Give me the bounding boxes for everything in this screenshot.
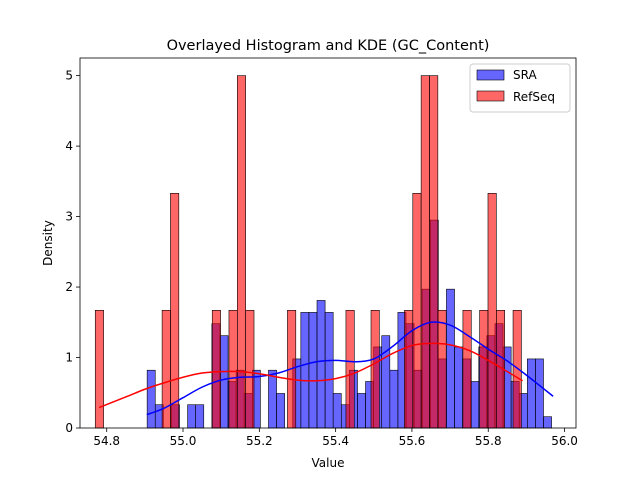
sra-bar (308, 312, 318, 429)
refseq-bar (437, 309, 447, 429)
x-axis-label: Value (312, 456, 345, 470)
refseq-bar (345, 309, 355, 429)
sra-bar (187, 404, 196, 429)
sra-bar (276, 393, 285, 429)
y-axis-ticks: 0 1 2 3 4 5 (65, 69, 80, 435)
x-tick-label: 56.0 (551, 434, 578, 448)
refseq-bar (94, 309, 104, 429)
refseq-bar (420, 75, 430, 429)
x-tick-label: 55.8 (475, 434, 502, 448)
sra-bar (527, 358, 536, 429)
sra-kde-line (146, 321, 554, 416)
refseq-bar (404, 309, 414, 429)
sra-bar (535, 358, 544, 429)
refseq-bar (487, 193, 497, 429)
y-tick-label: 4 (65, 139, 73, 153)
refseq-bar (161, 309, 171, 429)
sra-bar (268, 369, 277, 429)
x-tick-label: 54.8 (93, 434, 120, 448)
refseq-kde-line (98, 342, 523, 409)
refseq-bar (462, 309, 472, 429)
plot-frame (79, 57, 577, 429)
sra-bar (219, 335, 229, 429)
sra-bar (470, 381, 480, 429)
sra-bar (357, 393, 366, 429)
sra-bar (300, 312, 310, 429)
chart-title: Overlayed Histogram and KDE (GC_Content) (167, 38, 490, 54)
refseq-bar (170, 193, 180, 429)
refseq-bar (211, 309, 221, 429)
y-tick-label: 2 (65, 280, 73, 294)
refseq-bar (512, 309, 522, 429)
refseq-bar (479, 309, 489, 429)
x-tick-label: 55.6 (399, 434, 426, 448)
y-axis-label: Density (41, 220, 55, 266)
kde-lines (98, 321, 554, 416)
refseq-bar (429, 75, 439, 429)
legend-label-sra: SRA (513, 68, 537, 82)
sra-bar (332, 393, 342, 429)
sra-bar (324, 312, 334, 429)
x-tick-label: 55.0 (170, 434, 197, 448)
sra-bar (389, 369, 399, 429)
sra-bar (454, 346, 463, 429)
y-tick-label: 3 (65, 210, 73, 224)
sra-bar (195, 404, 205, 429)
refseq-bar (412, 193, 422, 429)
y-tick-label: 5 (65, 69, 73, 83)
refseq-bar (228, 309, 238, 429)
x-axis-ticks: 54.8 55.0 55.2 55.4 55.6 55.8 56.0 (93, 428, 578, 448)
legend-swatch-refseq (476, 90, 505, 102)
sra-bar (543, 416, 552, 429)
legend: SRA RefSeq (469, 63, 571, 113)
legend-label-refseq: RefSeq (513, 90, 555, 104)
x-tick-label: 55.2 (246, 434, 273, 448)
refseq-bar (245, 309, 255, 429)
refseq-bar (370, 309, 380, 429)
sra-bar (146, 369, 156, 429)
sra-bar (316, 300, 326, 429)
legend-swatch-sra (476, 69, 505, 81)
y-tick-label: 0 (65, 421, 73, 435)
sra-bar (446, 288, 455, 429)
refseq-bar (237, 75, 246, 429)
y-tick-label: 1 (65, 351, 73, 365)
x-tick-label: 55.4 (322, 434, 349, 448)
